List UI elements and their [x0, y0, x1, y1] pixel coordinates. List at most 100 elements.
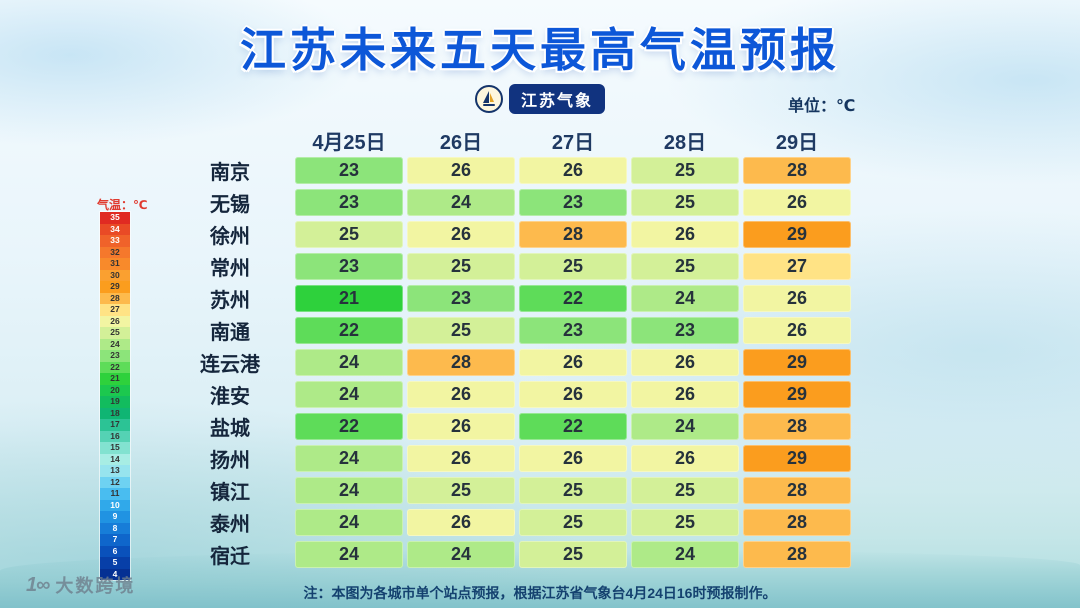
temp-cell: 28 [743, 477, 851, 504]
temp-cell: 25 [407, 477, 515, 504]
temp-cell: 24 [631, 541, 739, 568]
date-header-row: 4月25日 26日 27日 28日 29日 [295, 126, 851, 155]
row-cells: 24 24 25 24 28 [295, 541, 851, 568]
legend-step: 11 [100, 488, 130, 500]
table-row: 泰州 24 26 25 25 28 [175, 509, 851, 536]
temp-cell: 25 [407, 317, 515, 344]
temp-cell: 25 [519, 253, 627, 280]
table-row: 南京 23 26 26 25 28 [175, 157, 851, 184]
legend-step: 16 [100, 430, 130, 442]
city-label: 盐城 [210, 418, 250, 440]
row-cells: 24 26 26 26 29 [295, 445, 851, 472]
temp-cell: 24 [631, 413, 739, 440]
legend-step: 25 [100, 327, 130, 339]
temp-cell: 26 [407, 445, 515, 472]
temp-cell: 29 [743, 445, 851, 472]
temp-cell: 23 [631, 317, 739, 344]
temp-cell: 28 [743, 157, 851, 184]
table-row: 镇江 24 25 25 25 28 [175, 477, 851, 504]
city-label: 南通 [210, 322, 250, 344]
legend-step: 32 [100, 246, 130, 258]
legend-step: 4 [100, 568, 130, 580]
temp-cell: 25 [519, 541, 627, 568]
temp-cell: 29 [743, 221, 851, 248]
temp-cell: 22 [519, 413, 627, 440]
temp-cell: 25 [407, 253, 515, 280]
temp-cell: 26 [631, 445, 739, 472]
temp-cell: 26 [519, 381, 627, 408]
temp-cell: 28 [407, 349, 515, 376]
legend-step: 31 [100, 258, 130, 270]
table-row: 淮安 24 26 26 26 29 [175, 381, 851, 408]
jiangsu-weather-logo: 江苏气象 [474, 84, 605, 114]
legend-step: 9 [100, 511, 130, 523]
temp-cell: 22 [519, 285, 627, 312]
temp-cell: 21 [295, 285, 403, 312]
legend-step: 8 [100, 522, 130, 534]
table-row: 盐城 22 26 22 24 28 [175, 413, 851, 440]
legend-step: 18 [100, 407, 130, 419]
legend-step: 20 [100, 384, 130, 396]
temp-cell: 23 [295, 189, 403, 216]
row-cells: 21 23 22 24 26 [295, 285, 851, 312]
legend-step: 24 [100, 338, 130, 350]
temp-cell: 25 [519, 509, 627, 536]
city-label: 泰州 [210, 514, 250, 536]
temp-cell: 23 [295, 157, 403, 184]
row-cells: 23 25 25 25 27 [295, 253, 851, 280]
legend-title: 气温：℃ [97, 198, 148, 212]
table-row: 连云港 24 28 26 26 29 [175, 349, 851, 376]
temp-cell: 25 [631, 509, 739, 536]
temp-cell: 28 [743, 413, 851, 440]
temperature-legend: 35 34 33 32 31 30 29 28 27 26 25 24 23 22 21 20 19 18 17 16… [100, 212, 130, 580]
legend-step: 17 [100, 419, 130, 431]
temp-cell: 23 [519, 317, 627, 344]
temp-cell: 24 [407, 189, 515, 216]
legend-step: 13 [100, 465, 130, 477]
legend-step: 35 [100, 212, 130, 224]
legend-step: 22 [100, 361, 130, 373]
temp-cell: 28 [743, 541, 851, 568]
date-header: 4月25日 [312, 132, 386, 154]
temp-cell: 26 [743, 317, 851, 344]
table-row: 徐州 25 26 28 26 29 [175, 221, 851, 248]
temp-cell: 25 [631, 157, 739, 184]
temp-cell: 28 [743, 509, 851, 536]
page-title: 江苏未来五天最高气温预报 [240, 24, 840, 76]
table-row: 扬州 24 26 26 26 29 [175, 445, 851, 472]
temp-cell: 26 [519, 157, 627, 184]
date-header: 27日 [551, 132, 595, 154]
legend-step: 26 [100, 315, 130, 327]
legend-step: 29 [100, 281, 130, 293]
city-label: 苏州 [210, 290, 250, 312]
temp-cell: 25 [631, 189, 739, 216]
temp-cell: 26 [631, 221, 739, 248]
legend-step: 19 [100, 396, 130, 408]
temp-cell: 26 [743, 189, 851, 216]
temp-cell: 24 [295, 509, 403, 536]
date-header: 28日 [663, 132, 707, 154]
table-row: 常州 23 25 25 25 27 [175, 253, 851, 280]
legend-step: 15 [100, 442, 130, 454]
temp-cell: 26 [631, 381, 739, 408]
temp-cell: 23 [519, 189, 627, 216]
temp-cell: 26 [631, 349, 739, 376]
row-cells: 23 26 26 25 28 [295, 157, 851, 184]
temp-cell: 25 [295, 221, 403, 248]
temp-cell: 24 [295, 381, 403, 408]
temp-cell: 26 [407, 509, 515, 536]
temp-cell: 24 [631, 285, 739, 312]
temp-cell: 22 [295, 413, 403, 440]
table-row: 苏州 21 23 22 24 26 [175, 285, 851, 312]
legend-step: 14 [100, 453, 130, 465]
legend-step: 5 [100, 557, 130, 569]
row-cells: 24 26 25 25 28 [295, 509, 851, 536]
row-cells: 24 25 25 25 28 [295, 477, 851, 504]
logo-row: 江苏气象 [0, 84, 1080, 114]
temp-cell: 24 [295, 349, 403, 376]
row-cells: 22 25 23 23 26 [295, 317, 851, 344]
city-label: 南京 [210, 162, 250, 184]
temp-cell: 24 [295, 477, 403, 504]
row-cells: 24 26 26 26 29 [295, 381, 851, 408]
temp-cell: 29 [743, 381, 851, 408]
